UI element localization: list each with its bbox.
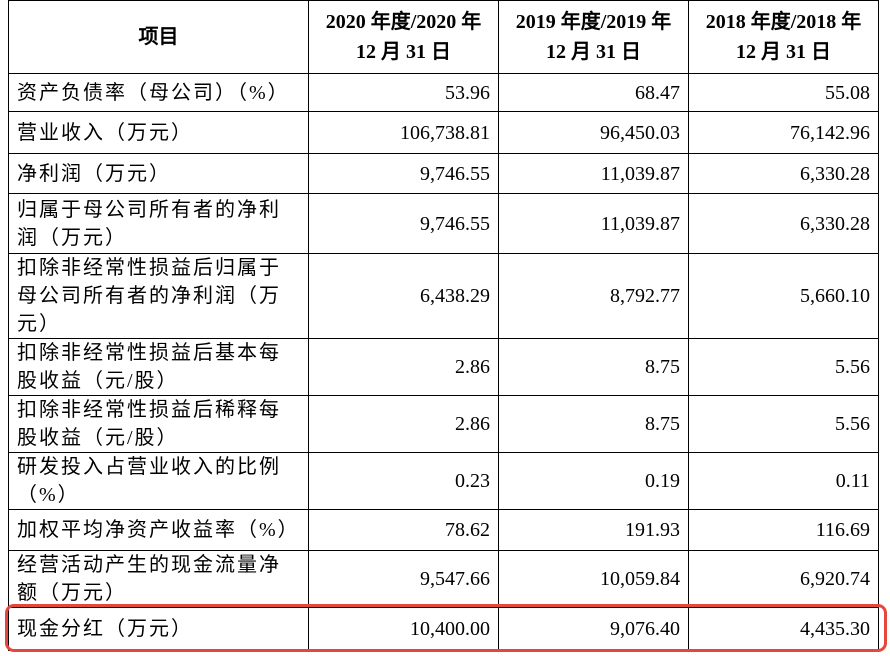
value-cell: 8.75	[498, 395, 689, 453]
value-cell: 4,435.30	[688, 607, 879, 651]
value-cell: 6,920.74	[688, 550, 879, 608]
row-label: 资产负债率（母公司）（%）	[8, 73, 309, 112]
header-cell: 项目	[8, 0, 309, 74]
value-cell: 76,142.96	[688, 111, 879, 154]
value-cell: 5,660.10	[688, 253, 879, 339]
value-cell: 9,746.55	[308, 193, 499, 254]
value-cell: 9,547.66	[308, 550, 499, 608]
value-cell: 11,039.87	[498, 193, 689, 254]
table-row: 资产负债率（母公司）（%） 53.96 68.47 55.08	[8, 73, 879, 112]
value-cell: 8,792.77	[498, 253, 689, 339]
value-cell: 2.86	[308, 338, 499, 396]
value-cell: 10,400.00	[308, 607, 499, 651]
row-label: 扣除非经常性损益后基本每股收益（元/股）	[8, 338, 309, 396]
value-cell: 10,059.84	[498, 550, 689, 608]
table-row: 经营活动产生的现金流量净额（万元） 9,547.66 10,059.84 6,920.…	[8, 550, 879, 608]
value-cell: 8.75	[498, 338, 689, 396]
value-cell: 55.08	[688, 73, 879, 112]
table-row: 归属于母公司所有者的净利润（万元） 9,746.55 11,039.87 6,330.…	[8, 193, 879, 254]
table-row: 扣除非经常性损益后稀释每股收益（元/股） 2.86 8.75 5.56	[8, 395, 879, 453]
value-cell: 96,450.03	[498, 111, 689, 154]
header-cell: 2019 年度/2019 年 12 月 31 日	[498, 0, 689, 74]
row-label: 经营活动产生的现金流量净额（万元）	[8, 550, 309, 608]
row-label: 现金分红（万元）	[8, 607, 309, 651]
value-cell: 116.69	[688, 509, 879, 551]
value-cell: 78.62	[308, 509, 499, 551]
row-label: 归属于母公司所有者的净利润（万元）	[8, 193, 309, 254]
data-table: 项目 2020 年度/2020 年 12 月 31 日 2019 年度/2019 年 1…	[8, 0, 879, 651]
header-line: 2018 年度/2018 年	[705, 11, 862, 33]
table-row: 营业收入（万元） 106,738.81 96,450.03 76,142.96	[8, 111, 879, 154]
header-cell: 2020 年度/2020 年 12 月 31 日	[308, 0, 499, 74]
highlight-box	[5, 604, 887, 652]
header-cell: 2018 年度/2018 年 12 月 31 日	[688, 0, 879, 74]
value-cell: 2.86	[308, 395, 499, 453]
value-cell: 6,330.28	[688, 193, 879, 254]
header-line: 2019 年度/2019 年	[515, 11, 672, 33]
table-row: 净利润（万元） 9,746.55 11,039.87 6,330.28	[8, 153, 879, 194]
row-label: 净利润（万元）	[8, 153, 309, 194]
value-cell: 6,330.28	[688, 153, 879, 194]
header-line: 12 月 31 日	[356, 41, 451, 63]
value-cell: 68.47	[498, 73, 689, 112]
table-row: 扣除非经常性损益后基本每股收益（元/股） 2.86 8.75 5.56	[8, 338, 879, 396]
row-label: 扣除非经常性损益后归属于母公司所有者的净利润（万元）	[8, 253, 309, 339]
header-line: 12 月 31 日	[546, 41, 641, 63]
value-cell: 0.19	[498, 452, 689, 510]
value-cell: 53.96	[308, 73, 499, 112]
header-row: 项目 2020 年度/2020 年 12 月 31 日 2019 年度/2019 年 1…	[8, 0, 879, 74]
table-row: 现金分红（万元） 10,400.00 9,076.40 4,435.30	[8, 607, 879, 651]
table-row: 扣除非经常性损益后归属于母公司所有者的净利润（万元） 6,438.29 8,792.…	[8, 253, 879, 339]
value-cell: 106,738.81	[308, 111, 499, 154]
value-cell: 11,039.87	[498, 153, 689, 194]
value-cell: 191.93	[498, 509, 689, 551]
value-cell: 9,746.55	[308, 153, 499, 194]
row-label: 扣除非经常性损益后稀释每股收益（元/股）	[8, 395, 309, 453]
value-cell: 5.56	[688, 338, 879, 396]
value-cell: 5.56	[688, 395, 879, 453]
row-label: 研发投入占营业收入的比例（%）	[8, 452, 309, 510]
value-cell: 6,438.29	[308, 253, 499, 339]
row-label: 营业收入（万元）	[8, 111, 309, 154]
table-row: 加权平均净资产收益率（%） 78.62 191.93 116.69	[8, 509, 879, 551]
value-cell: 0.11	[688, 452, 879, 510]
header-line: 12 月 31 日	[736, 41, 831, 63]
header-line: 2020 年度/2020 年	[325, 11, 482, 33]
value-cell: 0.23	[308, 452, 499, 510]
table-row: 研发投入占营业收入的比例（%） 0.23 0.19 0.11	[8, 452, 879, 510]
row-label: 加权平均净资产收益率（%）	[8, 509, 309, 551]
